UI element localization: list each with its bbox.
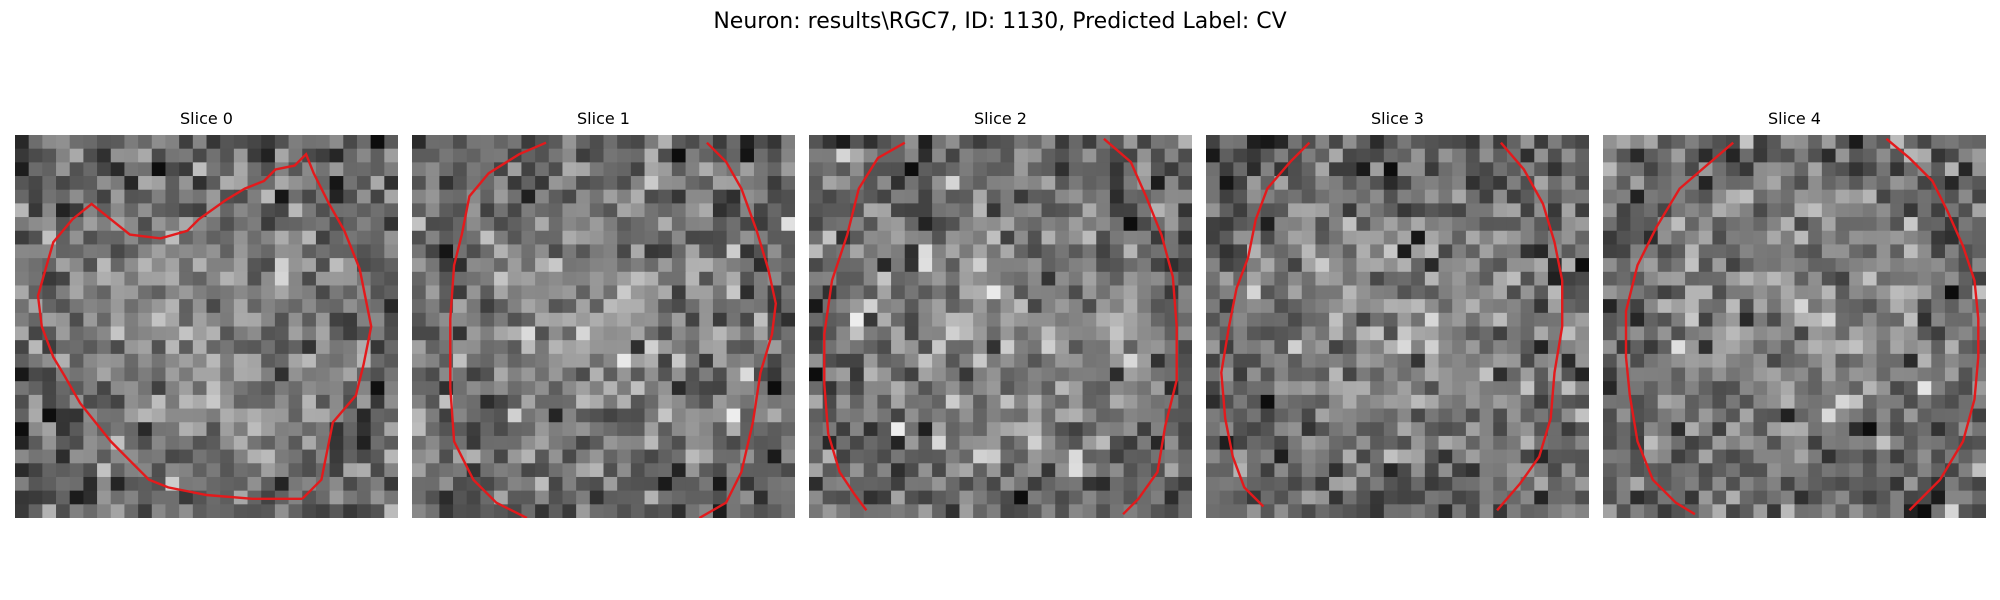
pixel-grid bbox=[1206, 135, 1589, 518]
contour-line bbox=[1624, 141, 1734, 516]
contour-line bbox=[1496, 141, 1564, 512]
slice-image-3 bbox=[1206, 135, 1589, 518]
contour-line bbox=[1103, 137, 1178, 516]
slice-title-1: Slice 1 bbox=[577, 109, 630, 128]
contour-line bbox=[1885, 137, 1980, 512]
slice-image-4 bbox=[1603, 135, 1986, 518]
pixel-grid bbox=[15, 135, 398, 518]
contour-line bbox=[823, 141, 906, 512]
slice-title-3: Slice 3 bbox=[1371, 109, 1424, 128]
slice-image-1 bbox=[412, 135, 795, 518]
contour-line bbox=[449, 141, 547, 518]
slice-title-4: Slice 4 bbox=[1768, 109, 1821, 128]
slice-title-0: Slice 0 bbox=[180, 109, 233, 128]
slice-image-0 bbox=[15, 135, 398, 518]
slice-title-2: Slice 2 bbox=[974, 109, 1027, 128]
contour-line bbox=[1220, 141, 1311, 508]
contour-line bbox=[698, 141, 778, 518]
slice-image-2 bbox=[809, 135, 1192, 518]
pixel-grid bbox=[412, 135, 795, 518]
contour-line bbox=[36, 152, 373, 500]
pixel-grid bbox=[809, 135, 1192, 518]
pixel-grid bbox=[1603, 135, 1986, 518]
figure-title: Neuron: results\RGC7, ID: 1130, Predicte… bbox=[713, 9, 1287, 34]
